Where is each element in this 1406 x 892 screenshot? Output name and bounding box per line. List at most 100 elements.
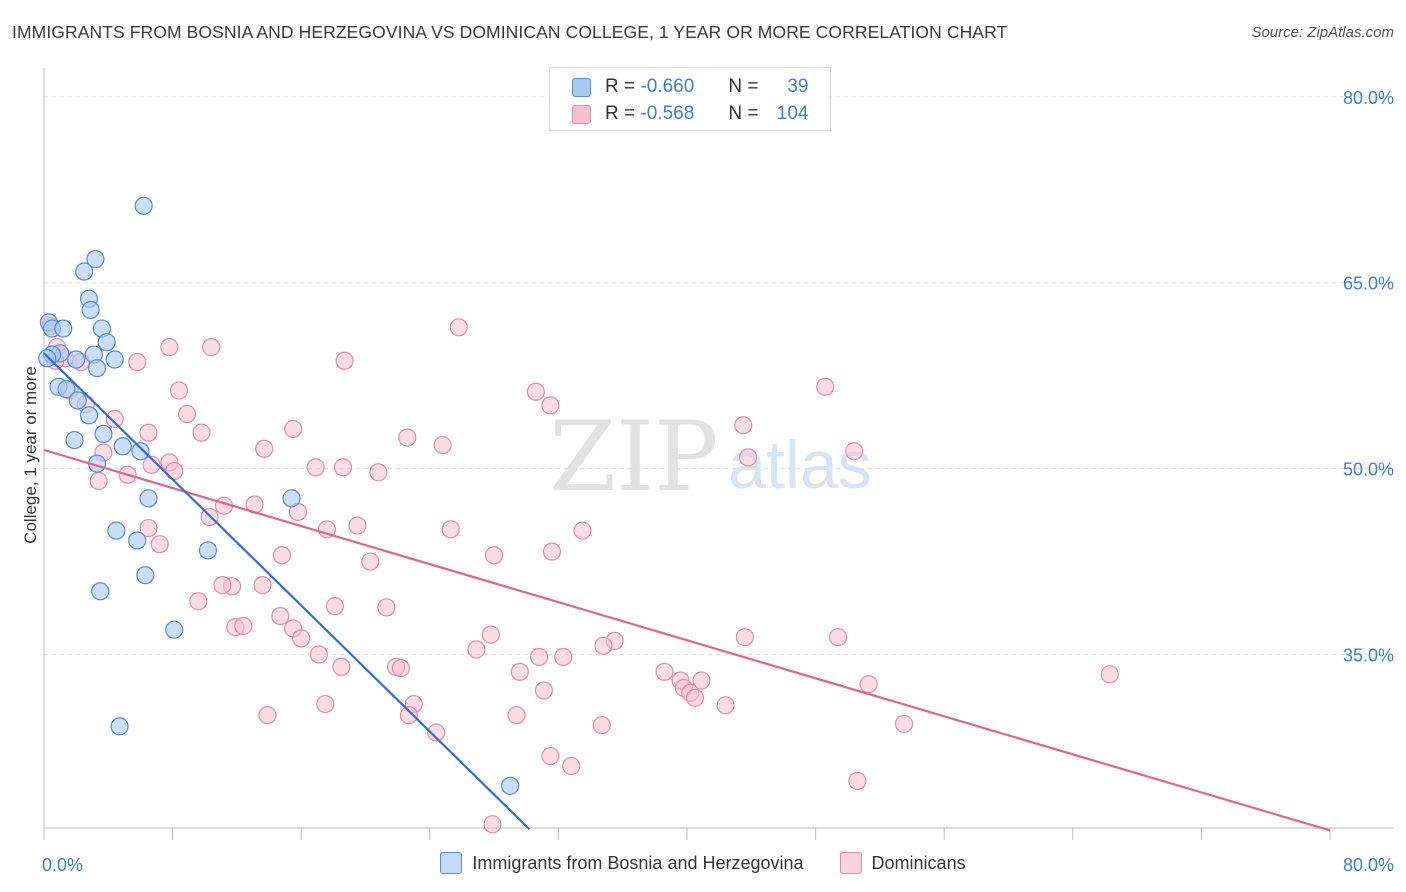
dominicans-point — [554, 647, 573, 667]
bosnia-point — [86, 250, 105, 269]
dominicans-points — [41, 316, 1119, 834]
source-label: Source: ZipAtlas.com — [1251, 24, 1394, 41]
bosnia-point — [134, 196, 153, 215]
dominicans-point — [848, 771, 867, 791]
n-label: N = — [728, 76, 759, 97]
dominicans-point — [391, 659, 410, 678]
dominicans-point — [335, 351, 354, 370]
dominicans-point — [594, 636, 613, 655]
dominicans-point — [534, 681, 554, 700]
legend-row-bosnia: R = -0.660 N = 39 — [572, 74, 809, 100]
bosnia-point — [136, 566, 155, 585]
dominicans-point — [507, 706, 526, 725]
legend-swatch-pink — [572, 104, 591, 124]
bosnia-point — [67, 350, 86, 369]
legend-row-dominicans: R = -0.568 N = 104 — [572, 101, 809, 127]
r-value: -0.568 — [640, 103, 695, 124]
dominicans-point — [541, 396, 560, 415]
dominicans-point — [685, 688, 705, 707]
y-tick-label: 35.0% — [1343, 645, 1394, 665]
dominicans-point — [169, 381, 189, 400]
bosnia-point — [282, 489, 301, 508]
bosnia-point — [68, 391, 87, 410]
dominicans-point — [234, 616, 253, 636]
r-label: R = — [605, 103, 636, 124]
bosnia-point — [57, 380, 76, 399]
bosnia-point — [139, 489, 158, 508]
dominicans-point — [325, 597, 345, 616]
dominicans-point — [292, 629, 311, 648]
n-value: 104 — [776, 103, 809, 124]
dominicans-point — [592, 716, 611, 735]
y-tick-label: 80.0% — [1343, 88, 1394, 108]
y-tick-label: 50.0% — [1343, 460, 1394, 480]
series-legend: Immigrants from Bosnia and Herzegovina D… — [0, 852, 1406, 874]
n-label: N = — [728, 103, 759, 124]
dominicans-point — [192, 423, 211, 442]
legend-item-dominicans[interactable]: Dominicans — [839, 852, 966, 874]
dominicans-point — [213, 575, 232, 595]
dominicans-point — [398, 428, 417, 447]
dominicans-point — [105, 409, 124, 429]
bosnia-point — [501, 776, 520, 795]
dominicans-point — [139, 423, 158, 442]
dominicans-point — [562, 756, 581, 776]
grid-lines — [44, 96, 1394, 655]
dominicans-point — [427, 723, 446, 742]
dominicans-point — [150, 535, 169, 554]
dominicans-trend-line — [43, 448, 1331, 832]
dominicans-point — [271, 606, 290, 626]
watermark-zip: ZIP — [549, 401, 718, 513]
dominicans-point — [361, 552, 380, 571]
dominicans-point — [738, 448, 758, 467]
dominicans-point — [510, 662, 529, 681]
dominicans-point — [316, 694, 335, 714]
bosnia-point — [87, 359, 107, 378]
dominicans-point — [894, 714, 914, 733]
dominicans-point — [333, 458, 353, 477]
dominicans-point — [89, 471, 108, 491]
dominicans-point — [859, 675, 878, 694]
dominicans-point — [272, 546, 292, 565]
dominicans-point — [441, 520, 460, 539]
legend-item-bosnia[interactable]: Immigrants from Bosnia and Herzegovina — [440, 852, 804, 874]
bosnia-point — [113, 437, 132, 456]
dominicans-point — [530, 647, 549, 667]
x-tick-label: 80.0% — [1343, 855, 1394, 875]
dominicans-point — [481, 625, 500, 644]
dominicans-point — [369, 463, 388, 482]
legend-swatch-blue — [440, 852, 463, 874]
bosnia-point — [65, 430, 84, 450]
legend-swatch-blue — [572, 77, 591, 97]
dominicans-point — [139, 518, 158, 538]
dominicans-point — [309, 645, 328, 664]
dominicans-point — [128, 352, 147, 372]
y-axis-label: College, 1 year or more — [21, 366, 40, 544]
dominicans-point — [255, 439, 274, 458]
dominicans-point — [716, 696, 735, 715]
bosnia-point — [131, 442, 150, 461]
tick-labels: 35.0% 50.0% 65.0% 80.0% 0.0% 80.0% — [42, 88, 1394, 875]
bosnia-point — [81, 300, 100, 320]
bosnia-point — [107, 521, 126, 540]
bosnia-point — [54, 319, 73, 338]
dominicans-point — [306, 458, 325, 477]
dominicans-point — [845, 442, 864, 461]
dominicans-point — [348, 516, 367, 535]
dominicans-point — [734, 416, 753, 435]
bosnia-point — [94, 424, 113, 443]
dominicans-point — [1100, 665, 1119, 684]
r-value: -0.660 — [640, 76, 695, 97]
dominicans-point — [483, 815, 502, 834]
y-tick-label: 65.0% — [1343, 274, 1394, 294]
chart-title: IMMIGRANTS FROM BOSNIA AND HERZEGOVINA V… — [12, 22, 1008, 42]
dominicans-point — [692, 671, 711, 690]
dominicans-point — [433, 435, 452, 455]
dominicans-point — [467, 640, 486, 659]
dominicans-point — [160, 338, 179, 357]
watermark: ZIP atlas — [549, 401, 871, 513]
bosnia-point — [91, 582, 110, 601]
dominicans-point — [253, 575, 272, 595]
bosnia-point — [38, 349, 57, 368]
trend-lines — [43, 352, 1331, 832]
